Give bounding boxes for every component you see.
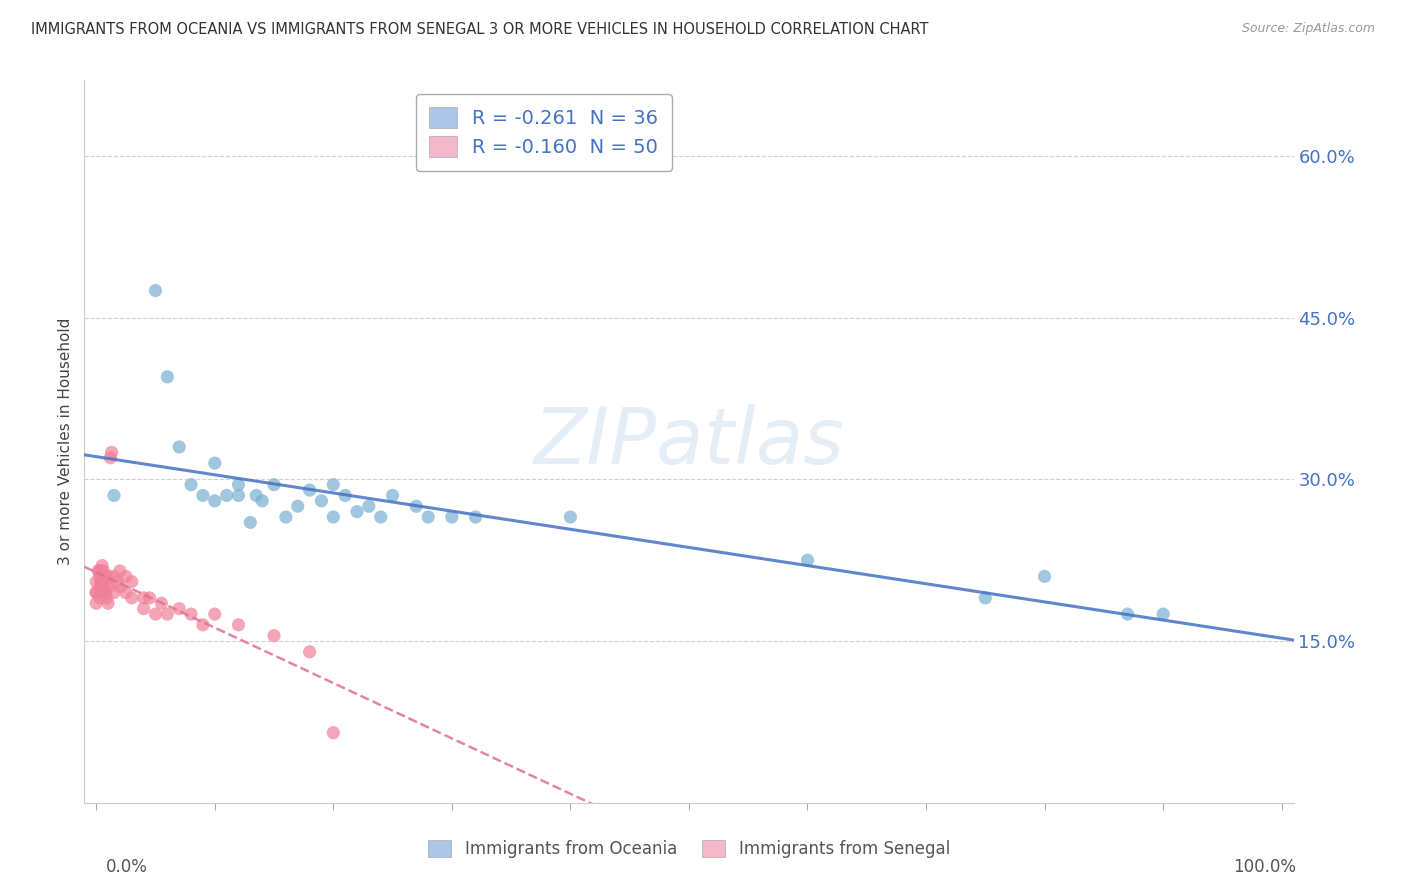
Point <box>440 510 463 524</box>
Point <box>346 505 368 519</box>
Point <box>87 564 110 578</box>
Point <box>84 574 107 589</box>
Point <box>311 493 333 508</box>
Point <box>322 477 344 491</box>
Point <box>97 569 120 583</box>
Y-axis label: 3 or more Vehicles in Household: 3 or more Vehicles in Household <box>58 318 73 566</box>
Point <box>180 477 202 491</box>
Legend: Immigrants from Oceania, Immigrants from Senegal: Immigrants from Oceania, Immigrants from… <box>419 832 959 867</box>
Point <box>191 488 214 502</box>
Point <box>100 445 122 459</box>
Point <box>115 569 138 583</box>
Point <box>103 569 125 583</box>
Point <box>263 477 285 491</box>
Point <box>84 596 107 610</box>
Point <box>100 450 122 465</box>
Point <box>245 488 267 502</box>
Point <box>974 591 997 605</box>
Point <box>84 585 107 599</box>
Point <box>121 591 143 605</box>
Point <box>180 607 202 621</box>
Point <box>90 574 112 589</box>
Point <box>228 477 250 491</box>
Point <box>274 510 297 524</box>
Point <box>91 564 114 578</box>
Point <box>115 585 138 599</box>
Point <box>322 725 344 739</box>
Point <box>103 488 125 502</box>
Point <box>84 585 107 599</box>
Point <box>1033 569 1056 583</box>
Point <box>263 629 285 643</box>
Text: ZIPatlas: ZIPatlas <box>533 403 845 480</box>
Point <box>89 591 111 605</box>
Point <box>91 574 114 589</box>
Point <box>91 580 114 594</box>
Point <box>298 483 321 497</box>
Point <box>87 564 110 578</box>
Point <box>322 510 344 524</box>
Point <box>333 488 356 502</box>
Point <box>239 516 262 530</box>
Point <box>145 284 167 298</box>
Point <box>89 580 111 594</box>
Point <box>107 574 129 589</box>
Point <box>156 369 179 384</box>
Point <box>167 601 190 615</box>
Point <box>1152 607 1174 621</box>
Point <box>89 569 111 583</box>
Point <box>250 493 273 508</box>
Text: Source: ZipAtlas.com: Source: ZipAtlas.com <box>1241 22 1375 36</box>
Point <box>93 569 115 583</box>
Point <box>796 553 818 567</box>
Point <box>215 488 238 502</box>
Point <box>418 510 440 524</box>
Point <box>132 601 155 615</box>
Point <box>357 500 380 514</box>
Point <box>145 607 167 621</box>
Point <box>228 618 250 632</box>
Point <box>108 564 131 578</box>
Point <box>156 607 179 621</box>
Point <box>93 585 115 599</box>
Point <box>97 596 120 610</box>
Point <box>91 558 114 573</box>
Text: IMMIGRANTS FROM OCEANIA VS IMMIGRANTS FROM SENEGAL 3 OR MORE VEHICLES IN HOUSEHO: IMMIGRANTS FROM OCEANIA VS IMMIGRANTS FR… <box>31 22 928 37</box>
Point <box>97 580 120 594</box>
Point <box>204 456 226 470</box>
Point <box>121 574 143 589</box>
Point <box>167 440 190 454</box>
Point <box>298 645 321 659</box>
Point <box>150 596 173 610</box>
Point <box>287 500 309 514</box>
Point <box>94 569 117 583</box>
Point <box>204 493 226 508</box>
Point <box>204 607 226 621</box>
Point <box>405 500 427 514</box>
Point <box>381 488 404 502</box>
Point <box>90 564 112 578</box>
Point <box>96 574 118 589</box>
Text: 100.0%: 100.0% <box>1233 858 1296 876</box>
Point <box>108 580 131 594</box>
Point <box>228 488 250 502</box>
Point <box>1116 607 1139 621</box>
Point <box>560 510 582 524</box>
Point <box>138 591 160 605</box>
Point <box>96 591 118 605</box>
Point <box>464 510 486 524</box>
Point <box>370 510 392 524</box>
Point <box>191 618 214 632</box>
Point <box>94 585 117 599</box>
Point <box>103 585 125 599</box>
Point <box>132 591 155 605</box>
Point <box>91 585 114 599</box>
Text: 0.0%: 0.0% <box>105 858 148 876</box>
